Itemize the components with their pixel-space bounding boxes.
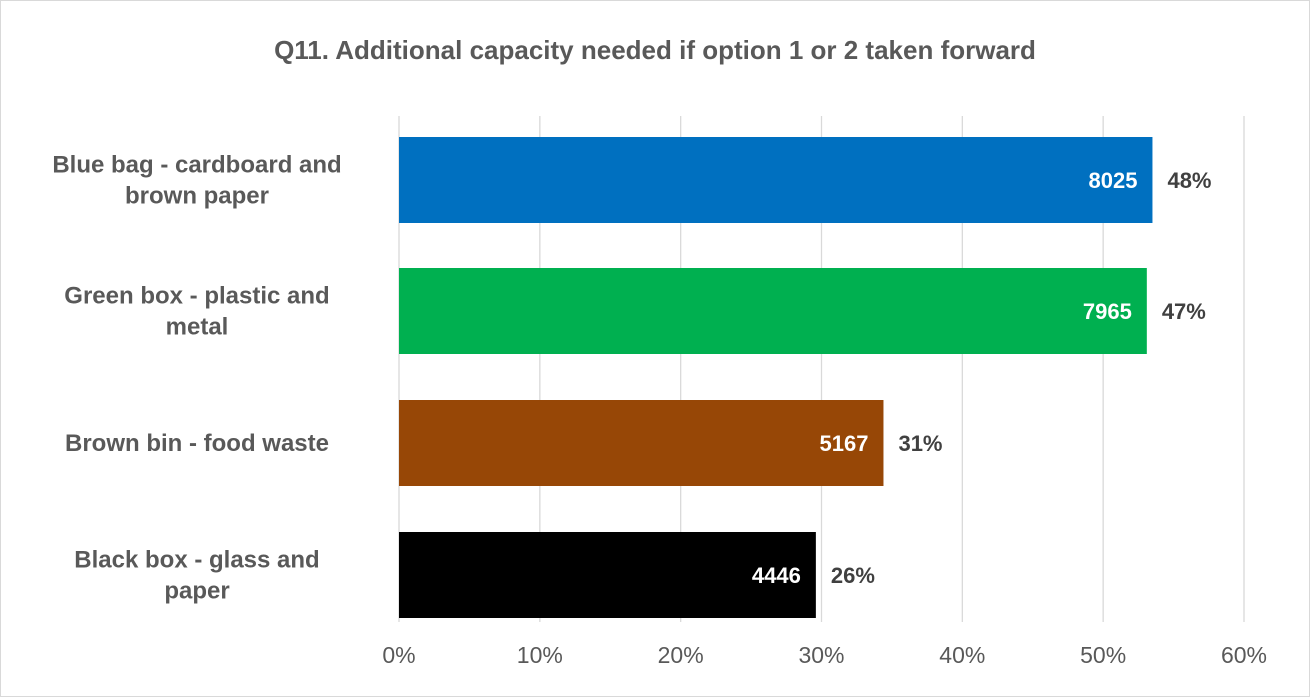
bar-count-label: 5167 <box>820 431 869 456</box>
bar <box>399 400 884 486</box>
bar-percent-label: 31% <box>898 431 942 456</box>
category-labels: Blue bag - cardboard and brown paper Green… <box>52 152 341 605</box>
bar-count-label: 8025 <box>1089 168 1138 193</box>
x-tick-label: 20% <box>658 642 704 668</box>
category-label: metal <box>166 314 229 341</box>
bar-percent-label: 48% <box>1167 168 1211 193</box>
chart-title: Q11. Additional capacity needed if optio… <box>274 35 1036 65</box>
category-label: Brown bin - food waste <box>65 430 329 457</box>
category-label: Green box - plastic and <box>64 283 329 310</box>
bar <box>399 137 1153 223</box>
bar-count-label: 4446 <box>752 563 801 588</box>
x-tick-label: 10% <box>517 642 563 668</box>
x-tick-label: 0% <box>382 642 415 668</box>
category-label: brown paper <box>125 183 269 210</box>
category-label: Black box - glass and <box>74 547 319 574</box>
x-tick-label: 60% <box>1221 642 1267 668</box>
bar <box>399 532 816 618</box>
bars: 8025 48% 7965 47% 5167 31% 4446 26% <box>399 137 1212 618</box>
bar <box>399 268 1147 354</box>
x-tick-label: 50% <box>1080 642 1126 668</box>
bar-count-label: 7965 <box>1083 299 1132 324</box>
category-label: paper <box>164 578 229 605</box>
x-tick-label: 30% <box>798 642 844 668</box>
bar-percent-label: 26% <box>831 563 875 588</box>
category-label: Blue bag - cardboard and <box>52 152 341 179</box>
bar-percent-label: 47% <box>1162 299 1206 324</box>
x-tick-label: 40% <box>939 642 985 668</box>
x-axis-ticks: 0% 10% 20% 30% 40% 50% 60% <box>382 642 1267 668</box>
